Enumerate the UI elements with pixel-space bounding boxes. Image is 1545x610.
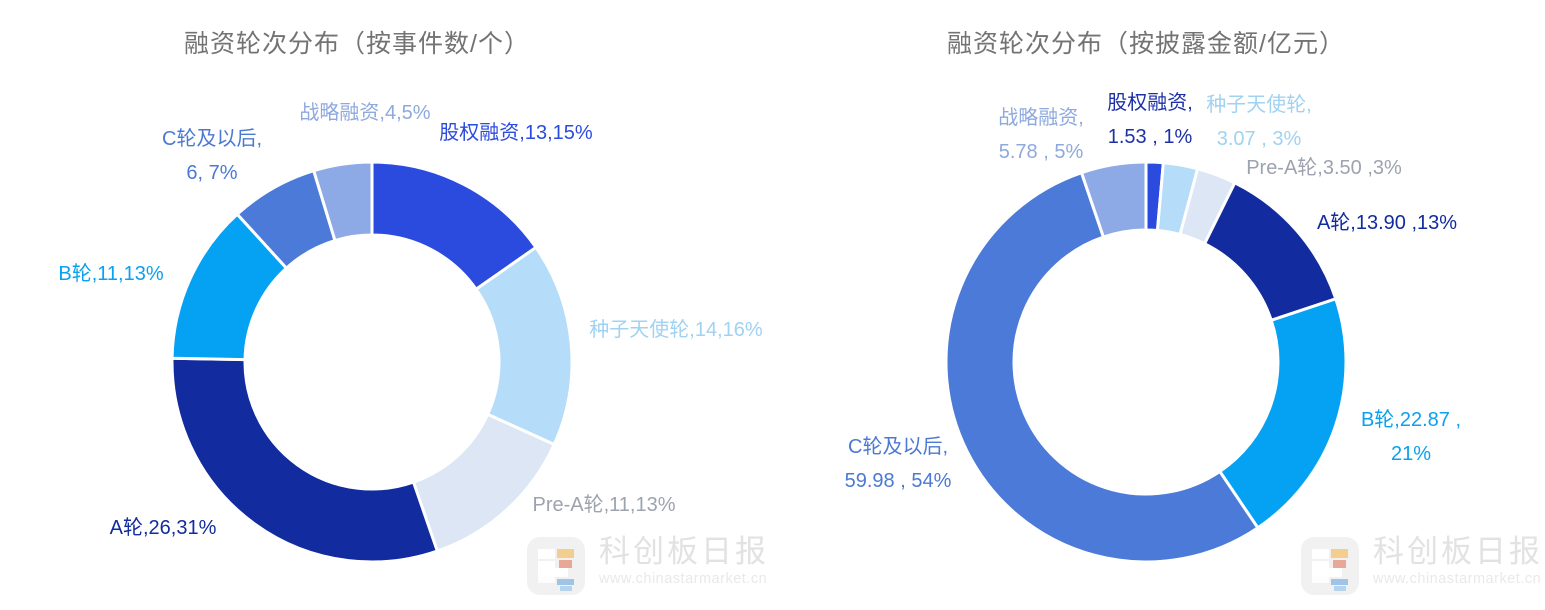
- chart-title-left: 融资轮次分布（按事件数/个）: [184, 30, 530, 58]
- slice-label-zhongzi: 种子天使轮, 3.07 , 3%: [1206, 94, 1312, 150]
- watermark-url: www.chinastarmarket.cn: [599, 571, 768, 587]
- slice-label-blun: B轮,11,13%: [58, 263, 164, 285]
- star-market-daily-logo-icon: [527, 537, 585, 595]
- donut-segment-战略融资[interactable]: [1079, 160, 1148, 239]
- watermark-left: 科创板日报 www.chinastarmarket.cn: [527, 533, 769, 595]
- donut-segment-B轮[interactable]: [1217, 296, 1348, 530]
- donut-segment-A轮[interactable]: [170, 356, 440, 564]
- slice-label-zhongzi: 种子天使轮,14,16%: [589, 319, 763, 341]
- slice-label-clun: C轮及以后, 6, 7%: [162, 128, 262, 184]
- donut-chart-left: [170, 160, 574, 564]
- slice-label-clun: C轮及以后, 59.98 , 54%: [844, 436, 952, 492]
- slice-label-blun: B轮,22.87 , 21%: [1360, 409, 1462, 465]
- slice-label-guquan: 股权融资, 1.53 , 1%: [1107, 92, 1193, 148]
- slice-label-pre-a: Pre-A轮,11,13%: [532, 494, 676, 516]
- slice-label-zhanlue: 战略融资,4,5%: [299, 102, 431, 124]
- watermark-brand-name: 科创板日报: [1373, 534, 1543, 569]
- donut-segment-Pre-A轮[interactable]: [411, 412, 557, 553]
- donut-segment-战略融资[interactable]: [311, 160, 374, 243]
- watermark-url: www.chinastarmarket.cn: [1373, 571, 1542, 587]
- slice-label-alun: A轮,13.90 ,13%: [1316, 212, 1458, 234]
- donut-segment-A轮[interactable]: [1202, 180, 1338, 323]
- donut-segment-C轮及以后[interactable]: [944, 170, 1260, 564]
- slice-label-zhanlue: 战略融资, 5.78 , 5%: [998, 107, 1084, 163]
- slice-label-guquan: 股权融资,13,15%: [439, 122, 593, 144]
- watermark-brand-name: 科创板日报: [599, 534, 769, 569]
- slice-label-pre-a: Pre-A轮,3.50 ,3%: [1246, 157, 1402, 179]
- star-market-daily-logo-icon: [1301, 537, 1359, 595]
- donut-chart-right: [944, 160, 1348, 564]
- watermark-right: 科创板日报 www.chinastarmarket.cn: [1301, 533, 1543, 595]
- chart-title-right: 融资轮次分布（按披露金额/亿元）: [947, 30, 1345, 58]
- slice-label-alun: A轮,26,31%: [109, 517, 217, 539]
